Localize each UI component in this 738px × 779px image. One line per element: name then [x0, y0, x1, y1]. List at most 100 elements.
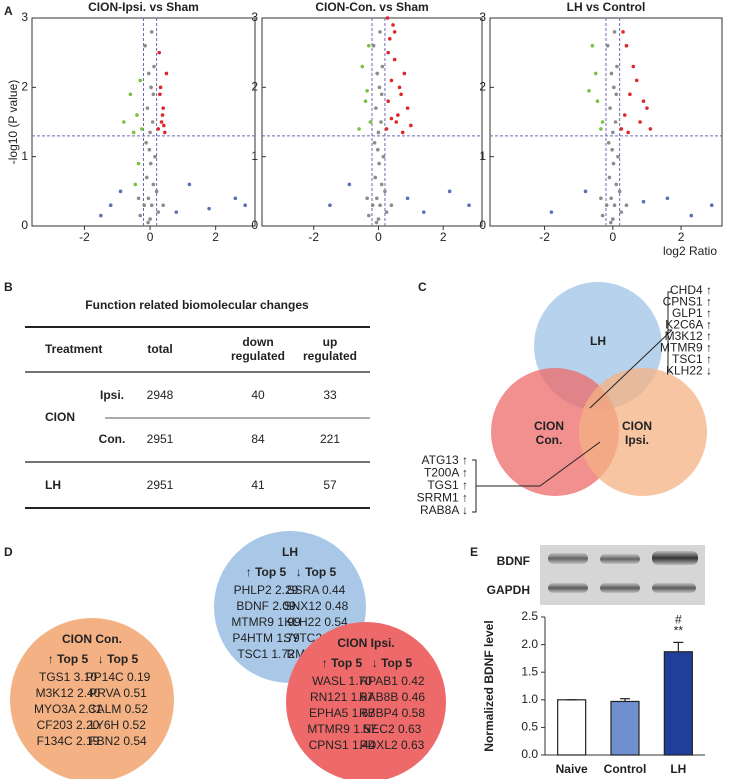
panel-label: B: [4, 280, 13, 294]
data-point: [385, 16, 390, 20]
y-tick-label: 0: [251, 218, 258, 232]
table-subgroup: Con.: [99, 432, 126, 446]
venn-set: [579, 368, 707, 496]
table-cell: 2951: [147, 478, 174, 492]
data-point: [374, 220, 379, 225]
significance-mark: #: [675, 613, 682, 627]
data-point: [389, 78, 394, 83]
x-tick-label: 2: [678, 230, 685, 244]
data-point: [376, 217, 381, 221]
blot-band: [600, 554, 640, 564]
data-point: [376, 147, 380, 152]
data-point: [409, 123, 413, 128]
venn-pointer: [539, 441, 601, 487]
data-point: [366, 213, 371, 218]
data-point: [365, 89, 369, 93]
blot-band: [548, 583, 588, 593]
data-point: [612, 85, 616, 90]
data-point: [148, 130, 152, 135]
data-point: [135, 113, 139, 117]
data-point: [614, 182, 619, 187]
table-header: down regulated: [231, 335, 285, 363]
gene-item: T200A ↑: [424, 466, 468, 480]
data-point: [150, 120, 155, 124]
data-point: [365, 196, 369, 201]
top5-item: SNX12 0.48: [284, 599, 349, 613]
data-point: [158, 85, 163, 90]
blot-band: [600, 583, 640, 593]
table-subgroup: Ipsi.: [100, 388, 124, 402]
data-point: [156, 127, 161, 131]
data-point: [600, 213, 605, 218]
x-tick-label: 2: [212, 230, 219, 244]
gene-item: CPNS1 ↑: [663, 295, 712, 309]
data-point: [402, 71, 407, 76]
data-point: [549, 210, 554, 214]
data-point: [621, 30, 625, 34]
top5-item: NEC2 0.63: [363, 722, 422, 736]
top5-header: ↓ Top 5: [372, 656, 413, 670]
data-point: [99, 213, 103, 218]
venn-set: [491, 368, 619, 496]
y-axis-label: -log10 (P value): [6, 80, 20, 165]
top5-header: ↑ Top 5: [322, 656, 363, 670]
table-header: up regulated: [303, 335, 357, 363]
data-point: [162, 123, 166, 128]
data-point: [606, 141, 611, 145]
gene-item: ATG13 ↑: [422, 453, 468, 467]
table-cell: 40: [251, 388, 265, 402]
bar: [610, 700, 640, 756]
data-point: [665, 196, 670, 201]
x-axis-label: log2 Ratio: [663, 244, 717, 258]
top5-title: CION Con.: [62, 632, 122, 646]
data-point: [163, 130, 167, 135]
data-point: [147, 147, 152, 152]
blot-band: [652, 551, 698, 565]
data-point: [587, 89, 591, 93]
y-tick-label: 2: [479, 80, 486, 94]
data-point: [149, 30, 154, 34]
data-point: [373, 175, 378, 180]
data-point: [383, 189, 387, 194]
data-point: [371, 43, 376, 48]
x-tick-label: Naive: [556, 762, 588, 776]
data-point: [381, 154, 386, 159]
data-point: [593, 71, 598, 76]
data-point: [447, 189, 452, 194]
data-point: [157, 50, 162, 55]
data-point: [622, 113, 627, 117]
top5-item: TSC1 1.72: [237, 647, 295, 661]
data-point: [347, 182, 352, 187]
data-point: [611, 130, 615, 135]
x-tick-label: 0: [147, 230, 154, 244]
y-tick-label: 3: [21, 10, 28, 24]
data-point: [374, 106, 378, 110]
top5-item: P4HTM 1.79: [232, 631, 300, 645]
data-point: [605, 43, 610, 48]
data-point: [709, 203, 714, 207]
data-point: [590, 43, 595, 48]
data-point: [613, 120, 618, 124]
top5-item: CF203 2.20: [37, 718, 100, 732]
gene-item: K2C6A ↑: [665, 318, 712, 332]
x-tick-label: 2: [440, 230, 447, 244]
top5-item: SSRA 0.44: [287, 583, 346, 597]
top5-item: PRVA 0.51: [89, 686, 147, 700]
top5-item: PP14C 0.19: [86, 670, 151, 684]
top5-item: PDXL2 0.63: [360, 738, 425, 752]
data-point: [146, 71, 151, 76]
venn-bracket: [667, 291, 672, 373]
bar: [663, 651, 693, 756]
gene-item: M3K12 ↑: [665, 329, 712, 343]
data-point: [616, 154, 620, 159]
y-tick-label: 0: [21, 218, 28, 232]
data-point: [624, 203, 629, 207]
y-tick-label: 1: [251, 149, 258, 163]
data-point: [467, 203, 471, 207]
top5-item: RAB8B 0.46: [359, 690, 425, 704]
data-point: [136, 161, 141, 166]
plot-title: CION-Ipsi. vs Sham: [88, 0, 199, 14]
data-point: [379, 182, 384, 187]
y-tick-label: 2.5: [521, 609, 538, 623]
